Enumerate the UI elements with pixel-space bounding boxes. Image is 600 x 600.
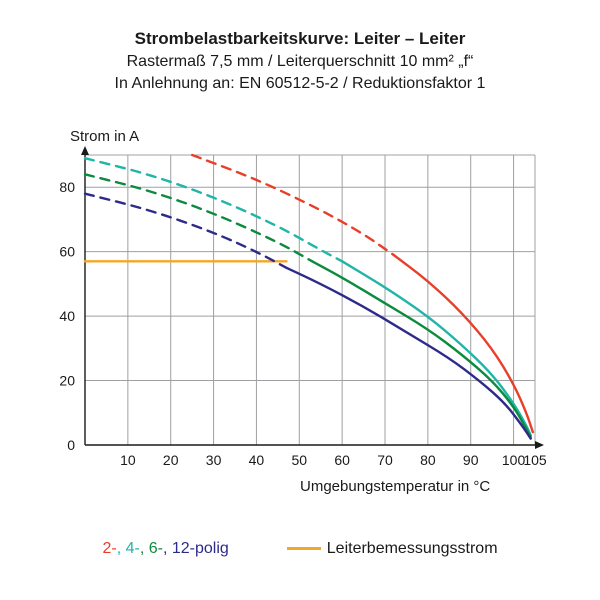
legend-pole-6: , 6-: [140, 540, 163, 557]
y-tick-label: 20: [59, 373, 75, 389]
page: Strombelastbarkeitskurve: Leiter – Leite…: [0, 0, 600, 600]
legend: 2-, 4-, 6-, 12-polig Leiterbemessungsstro…: [0, 540, 600, 558]
x-tick-label: 100: [502, 452, 526, 468]
series-p6-solid: [312, 261, 531, 437]
legend-pole-12: , 12-: [163, 540, 195, 557]
legend-poles: 2-, 4-, 6-, 12-polig: [102, 540, 228, 558]
x-tick-label: 60: [334, 452, 350, 468]
x-axis-label: Umgebungstemperatur in °C: [300, 478, 490, 495]
x-tick-label: 70: [377, 452, 393, 468]
x-tick-label: 20: [163, 452, 179, 468]
legend-pole-2: 2-: [102, 540, 116, 557]
y-tick-label: 40: [59, 308, 75, 324]
legend-rating: Leiterbemessungsstrom: [287, 540, 498, 558]
legend-poles-suffix: polig: [195, 540, 229, 557]
y-tick-label: 60: [59, 244, 75, 260]
x-tick-label: 105: [523, 452, 547, 468]
x-tick-label: 30: [206, 452, 222, 468]
x-tick-label: 50: [291, 452, 307, 468]
y-tick-label: 80: [59, 179, 75, 195]
series-p2-dashed: [192, 155, 393, 255]
x-tick-label: 90: [463, 452, 479, 468]
x-tick-label: 10: [120, 452, 136, 468]
x-tick-label: 80: [420, 452, 436, 468]
x-tick-label: 40: [249, 452, 265, 468]
legend-rating-swatch: [287, 547, 321, 550]
y-tick-label: 0: [67, 437, 75, 453]
legend-pole-4: , 4-: [117, 540, 140, 557]
derating-chart: 10 20 30 40 50 60 70 80 90 100105 0 20 40 60 80: [0, 0, 600, 600]
legend-rating-label: Leiterbemessungsstrom: [327, 540, 498, 557]
